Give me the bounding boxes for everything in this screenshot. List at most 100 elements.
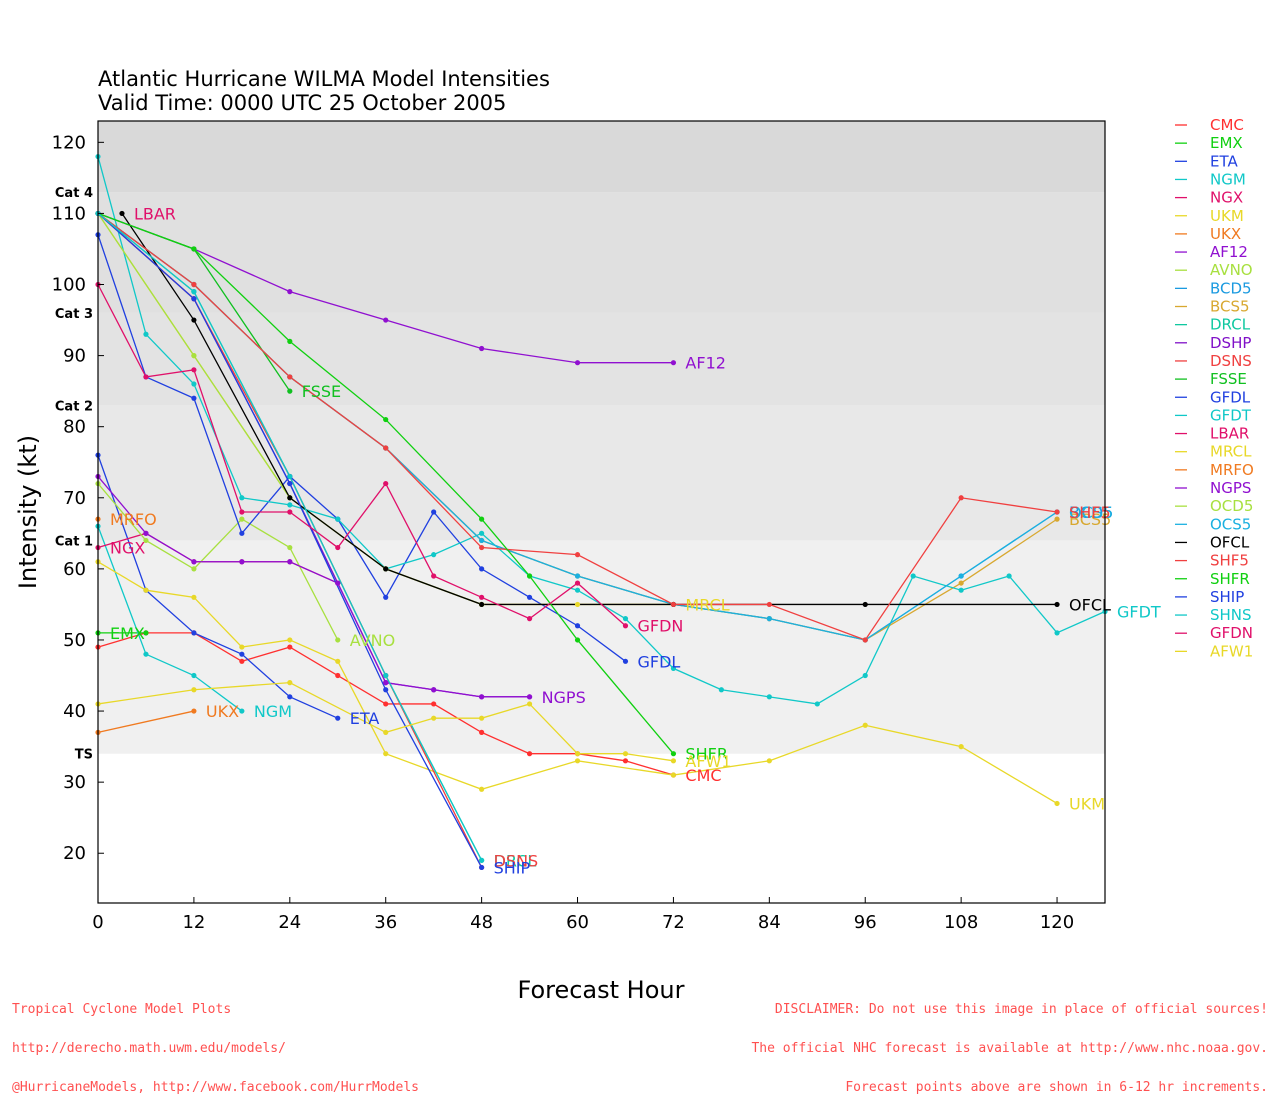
data-point-shns: [479, 857, 485, 863]
data-point-shfr: [670, 751, 677, 757]
data-point-af12: [479, 345, 485, 352]
footer-line: DISCLAIMER: Do not use this image in pla…: [774, 1002, 1268, 1017]
data-point-gfdt: [910, 573, 916, 579]
x-tick-label: 60: [566, 912, 589, 933]
series-label-ship: SHIP: [494, 858, 531, 877]
legend-entry-gfdl: GFDL: [1210, 388, 1251, 406]
legend-entry-af12: AF12: [1210, 243, 1248, 261]
data-point-gfdn: [622, 623, 629, 629]
x-tick-label: 12: [182, 912, 205, 933]
footer-line: Tropical Cyclone Model Plots: [12, 1002, 232, 1017]
data-point-shns: [287, 473, 293, 480]
series-line-gfdn: [97, 284, 626, 627]
data-point-eta: [239, 651, 245, 657]
data-point-af12: [574, 360, 581, 366]
data-point-gfdt: [431, 552, 437, 558]
legend: CMCEMXETANGMNGXUKMUKXAF12AVNOBCD5BCS5DRC…: [1175, 116, 1254, 660]
series-label-gfdl: GFDL: [637, 652, 680, 671]
intensity-chart: CMCEMXETANGMNGXUKMUKXAF12AVNOBCD5BCS5DRC…: [14, 67, 1254, 1004]
chart-subtitle: Valid Time: 0000 UTC 25 October 2005: [98, 91, 506, 115]
legend-entry-ngm: NGM: [1210, 170, 1246, 188]
footer-credits: Tropical Cyclone Model Plots http://dere…: [12, 977, 419, 1107]
data-point-gfdt: [862, 672, 868, 679]
data-point-gfdn: [287, 509, 293, 515]
data-point-shfr: [479, 516, 485, 522]
legend-entry-ngx: NGX: [1210, 189, 1243, 207]
data-point-eta: [191, 630, 197, 636]
data-point-ukx: [191, 708, 197, 714]
series-label-fsse: FSSE: [302, 382, 341, 401]
y-tick-label: 50: [63, 630, 86, 651]
footer-line: Forecast points above are shown in 6-12 …: [845, 1080, 1268, 1095]
legend-entry-ukm: UKM: [1210, 207, 1244, 225]
data-point-af12: [670, 360, 677, 366]
data-point-ngps: [526, 694, 533, 700]
legend-entry-ship: SHIP: [1210, 588, 1244, 606]
data-point-ukm: [239, 644, 245, 650]
data-point-bcs5: [958, 580, 964, 586]
legend-entry-mrcl: MRCL: [1210, 443, 1252, 461]
data-point-shf5: [670, 601, 677, 608]
category-band: [98, 121, 1105, 193]
data-point-shfr: [191, 246, 197, 252]
legend-entry-shns: SHNS: [1210, 606, 1252, 624]
series-label-bcs5: BCS5: [1069, 510, 1111, 529]
series-label-ngps: NGPS: [542, 688, 586, 707]
y-tick-label: 60: [63, 559, 86, 580]
data-point-afw1: [431, 715, 437, 721]
chart-title: Atlantic Hurricane WILMA Model Intensiti…: [98, 67, 550, 91]
data-point-ngps: [431, 687, 437, 693]
footer-disclaimer: DISCLAIMER: Do not use this image in pla…: [751, 977, 1268, 1107]
data-point-ship: [191, 296, 197, 302]
y-tick-label: 110: [52, 203, 86, 224]
data-point-gfdl: [239, 530, 245, 536]
series-label-lbar: LBAR: [134, 204, 176, 223]
data-point-ofcl: [1054, 601, 1060, 608]
x-tick-label: 72: [662, 912, 685, 933]
data-point-gfdn: [574, 580, 581, 586]
category-label: Cat 4: [55, 186, 93, 201]
data-point-ukm: [1054, 800, 1060, 807]
data-point-gfdl: [574, 623, 581, 629]
legend-entry-ngps: NGPS: [1210, 479, 1251, 497]
series-label-shf5: SHF5: [1069, 503, 1111, 522]
data-point-ngps: [479, 694, 485, 700]
x-tick-label: 0: [92, 912, 103, 933]
legend-entry-emx: EMX: [1210, 134, 1243, 152]
data-point-ngps: [239, 559, 245, 565]
data-point-shf5: [287, 374, 293, 380]
data-point-ofcl: [383, 566, 389, 572]
data-point-ocs5: [766, 616, 772, 622]
series-label-ocs5: OCS5: [1069, 503, 1113, 522]
data-point-ofcl: [862, 601, 868, 608]
plot-frame: [97, 120, 1106, 904]
data-point-gfdl: [479, 566, 485, 572]
data-point-shf5: [958, 495, 964, 501]
data-point-ship: [383, 687, 389, 693]
data-point-ngps: [287, 559, 293, 565]
y-tick-label: 90: [63, 346, 86, 367]
data-point-ukm: [479, 786, 485, 792]
data-point-gfdn: [335, 544, 341, 551]
data-point-gfdt: [1054, 630, 1060, 636]
series-line-ngps: [97, 476, 530, 698]
data-point-eta: [335, 715, 341, 721]
data-point-gfdl: [622, 658, 629, 664]
data-point-gfdt: [718, 687, 724, 693]
legend-entry-bcd5: BCD5: [1210, 279, 1252, 297]
data-point-ship: [479, 864, 485, 871]
data-point-shf5: [574, 552, 581, 558]
data-point-gfdt: [574, 587, 581, 593]
data-point-shf5: [766, 601, 772, 608]
data-point-gfdn: [526, 616, 533, 622]
data-point-gfdt: [622, 616, 629, 622]
data-point-gfdt: [191, 381, 197, 387]
legend-entry-lbar: LBAR: [1210, 425, 1249, 443]
data-point-cmc: [335, 672, 341, 679]
series-label-mrcl: MRCL: [685, 595, 729, 614]
data-point-fsse: [287, 388, 293, 394]
series-label-avno: AVNO: [350, 631, 395, 650]
data-point-gfdt: [958, 587, 964, 593]
series-label-gfdt: GFDT: [1117, 603, 1161, 622]
data-point-gfdt: [239, 495, 245, 501]
